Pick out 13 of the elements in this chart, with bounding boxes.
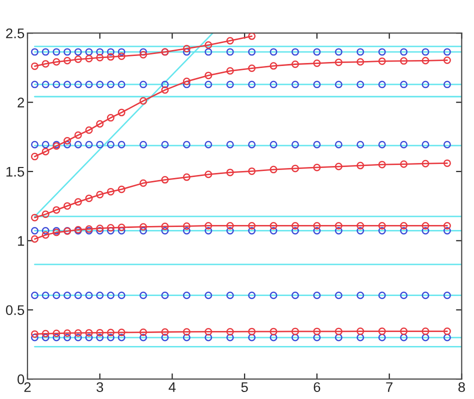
y-tick-label: 2.5 [6,28,24,38]
y-tick-label: 0.5 [6,305,24,316]
x-tick-label: 6 [314,382,320,392]
x-tick-label: 7 [386,382,392,392]
x-tick-label: 5 [241,382,248,392]
y-tick-label: 1 [18,236,24,246]
x-tick-label: 4 [168,382,176,392]
x-tick-label: 2 [24,382,31,392]
y-tick-label: 1.5 [6,166,24,177]
x-tick-label: 8 [458,382,465,392]
x-tick-label: 3 [96,382,104,392]
y-tick-label: 2 [18,98,24,108]
y-tick-label: 0 [18,374,24,384]
